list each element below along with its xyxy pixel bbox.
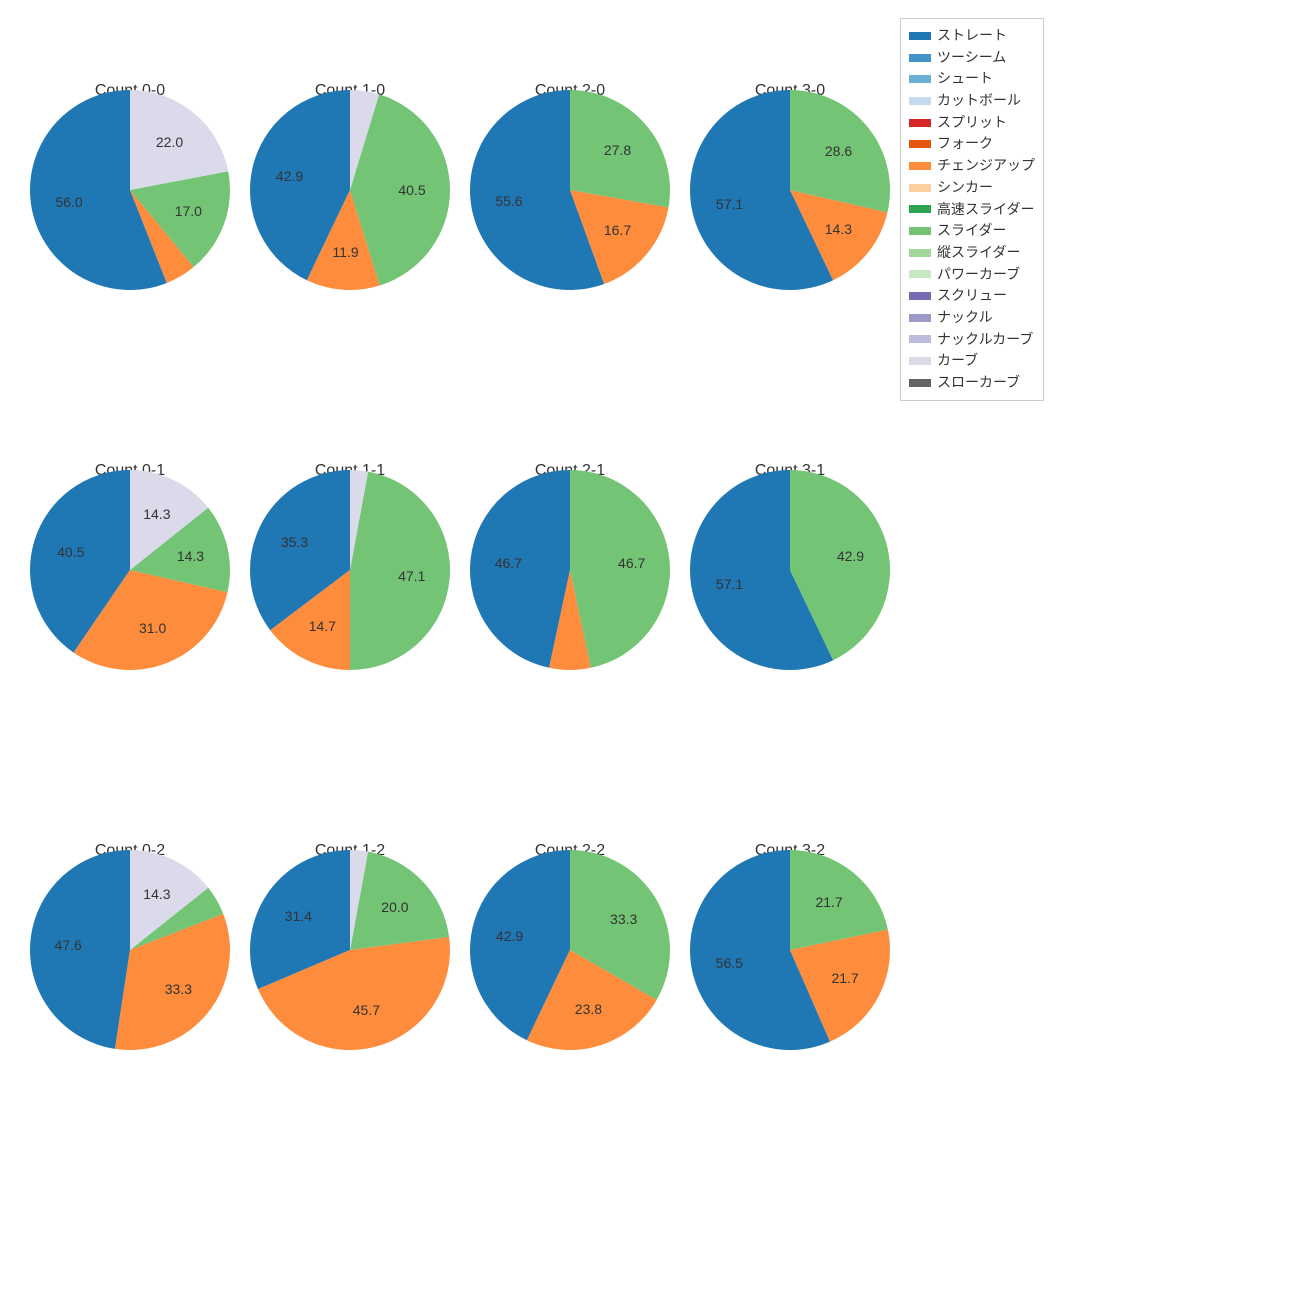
pie-slice-label: 28.6	[825, 143, 852, 159]
legend-item: カットボール	[909, 90, 1035, 112]
pie-chart	[466, 846, 674, 1054]
pie-slice-label: 31.0	[139, 620, 166, 636]
legend-item: シュート	[909, 68, 1035, 90]
pie-slice-label: 33.3	[610, 911, 637, 927]
pie-slice-label: 42.9	[496, 928, 523, 944]
pie-chart	[26, 466, 234, 674]
legend-swatch	[909, 119, 931, 127]
pie-slice-label: 45.7	[353, 1002, 380, 1018]
legend-label: ストレート	[937, 25, 1007, 47]
pie-slice-label: 33.3	[165, 981, 192, 997]
pie-slice-label: 57.1	[716, 196, 743, 212]
legend-item: チェンジアップ	[909, 155, 1035, 177]
pie-slice-label: 31.4	[285, 908, 312, 924]
legend-label: ツーシーム	[937, 47, 1006, 69]
legend-label: チェンジアップ	[937, 155, 1035, 177]
legend-swatch	[909, 32, 931, 40]
pie-slice-label: 17.0	[175, 203, 202, 219]
legend-label: ナックルカーブ	[937, 329, 1033, 351]
pie-slice-label: 57.1	[716, 576, 743, 592]
pie-slice-label: 14.3	[177, 548, 204, 564]
pie-slice-label: 46.7	[495, 555, 522, 571]
legend-swatch	[909, 379, 931, 387]
legend-label: ナックル	[937, 307, 993, 329]
legend-swatch	[909, 184, 931, 192]
legend-item: パワーカーブ	[909, 264, 1035, 286]
pie-chart	[246, 846, 454, 1054]
pie-chart	[686, 846, 894, 1054]
pie-slice-label: 21.7	[831, 970, 858, 986]
pie-slice-label: 27.8	[604, 142, 631, 158]
legend-swatch	[909, 270, 931, 278]
pie-slice-label: 56.5	[716, 955, 743, 971]
pie-slice-label: 47.6	[55, 937, 82, 953]
pie-slice-label: 40.5	[57, 544, 84, 560]
legend-item: スローカーブ	[909, 372, 1035, 394]
legend-item: カーブ	[909, 350, 1035, 372]
legend-swatch	[909, 357, 931, 365]
pie-chart	[686, 466, 894, 674]
pie-slice-label: 55.6	[495, 193, 522, 209]
legend-item: フォーク	[909, 133, 1035, 155]
pie-slice-label: 40.5	[398, 182, 425, 198]
legend-swatch	[909, 292, 931, 300]
legend-label: スライダー	[937, 220, 1006, 242]
legend: ストレートツーシームシュートカットボールスプリットフォークチェンジアップシンカー…	[900, 18, 1044, 401]
legend-label: スプリット	[937, 112, 1007, 134]
pie-slice-label: 23.8	[575, 1001, 602, 1017]
legend-label: カットボール	[937, 90, 1021, 112]
legend-item: スクリュー	[909, 285, 1035, 307]
pie-slice-label: 21.7	[815, 894, 842, 910]
legend-label: スクリュー	[937, 285, 1007, 307]
legend-swatch	[909, 335, 931, 343]
pie-slice-label: 35.3	[281, 534, 308, 550]
legend-item: ツーシーム	[909, 47, 1035, 69]
legend-label: 高速スライダー	[937, 199, 1034, 221]
legend-swatch	[909, 314, 931, 322]
pie-slice-label: 11.9	[332, 244, 358, 260]
pie-chart	[466, 86, 674, 294]
legend-label: パワーカーブ	[937, 264, 1020, 286]
legend-item: シンカー	[909, 177, 1035, 199]
legend-item: ストレート	[909, 25, 1035, 47]
pie-slice-label: 46.7	[618, 555, 645, 571]
legend-item: 縦スライダー	[909, 242, 1035, 264]
legend-label: カーブ	[937, 350, 978, 372]
pie-slice-label: 14.3	[143, 506, 170, 522]
legend-label: シンカー	[937, 177, 993, 199]
legend-swatch	[909, 205, 931, 213]
legend-swatch	[909, 140, 931, 148]
legend-item: 高速スライダー	[909, 199, 1035, 221]
pie-chart	[26, 86, 234, 294]
pie-slice-label: 56.0	[55, 194, 82, 210]
legend-swatch	[909, 54, 931, 62]
pie-slice-label: 42.9	[276, 168, 303, 184]
legend-swatch	[909, 97, 931, 105]
legend-item: スプリット	[909, 112, 1035, 134]
pie-slice-label: 14.7	[309, 618, 336, 634]
legend-swatch	[909, 249, 931, 257]
legend-swatch	[909, 162, 931, 170]
pie-slice-label: 16.7	[604, 222, 631, 238]
pie-slice-label: 47.1	[398, 568, 425, 584]
pie-slice-label: 14.3	[825, 221, 852, 237]
legend-item: ナックル	[909, 307, 1035, 329]
figure: Count 0-056.017.022.0Count 1-042.911.940…	[0, 0, 1300, 1300]
pie-slice-label: 20.0	[381, 899, 408, 915]
legend-swatch	[909, 75, 931, 83]
legend-swatch	[909, 227, 931, 235]
pie-slice-label: 22.0	[156, 134, 183, 150]
pie-slice-label: 14.3	[143, 886, 170, 902]
legend-label: 縦スライダー	[937, 242, 1020, 264]
legend-label: フォーク	[937, 133, 993, 155]
pie-chart	[686, 86, 894, 294]
legend-label: スローカーブ	[937, 372, 1020, 394]
pie-slice-label: 42.9	[837, 548, 864, 564]
legend-label: シュート	[937, 68, 993, 90]
legend-item: スライダー	[909, 220, 1035, 242]
legend-item: ナックルカーブ	[909, 329, 1035, 351]
